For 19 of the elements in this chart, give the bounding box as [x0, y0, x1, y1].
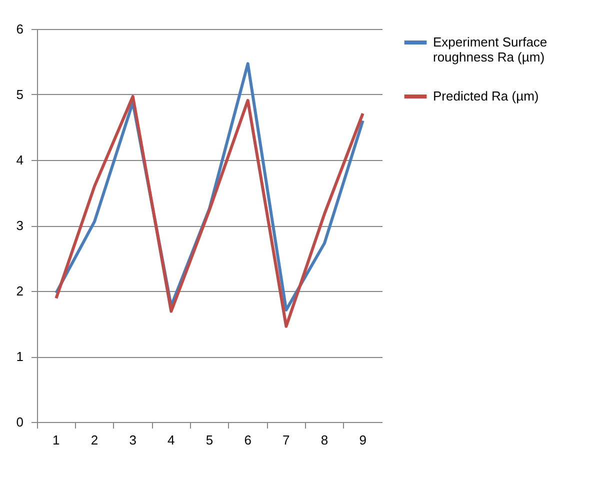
y-tick-label: 3: [16, 218, 24, 233]
y-tick-label: 6: [16, 22, 24, 36]
line-series: [54, 94, 364, 328]
y-tick-label: 0: [16, 414, 24, 430]
y-tick-label: 4: [16, 152, 24, 168]
x-tick-label: 8: [320, 432, 328, 448]
y-tick-label: 1: [16, 349, 24, 364]
y-tick-label: 5: [16, 87, 24, 102]
x-tick-label: 1: [52, 432, 60, 448]
y-tick-label: 2: [16, 284, 24, 298]
x-tick-label: 3: [129, 432, 136, 448]
x-tick-label: 5: [206, 432, 214, 448]
x-tick-label: 9: [359, 432, 366, 448]
x-tick-label: 2: [90, 432, 98, 448]
legend-label: Predicted Ra (µm): [433, 88, 539, 104]
x-tick-label: 7: [282, 432, 290, 448]
x-tick-label: 4: [168, 432, 175, 448]
x-tick-label: 6: [244, 432, 252, 448]
legend-label: Experiment Surface roughness Ra (µm): [433, 34, 548, 64]
